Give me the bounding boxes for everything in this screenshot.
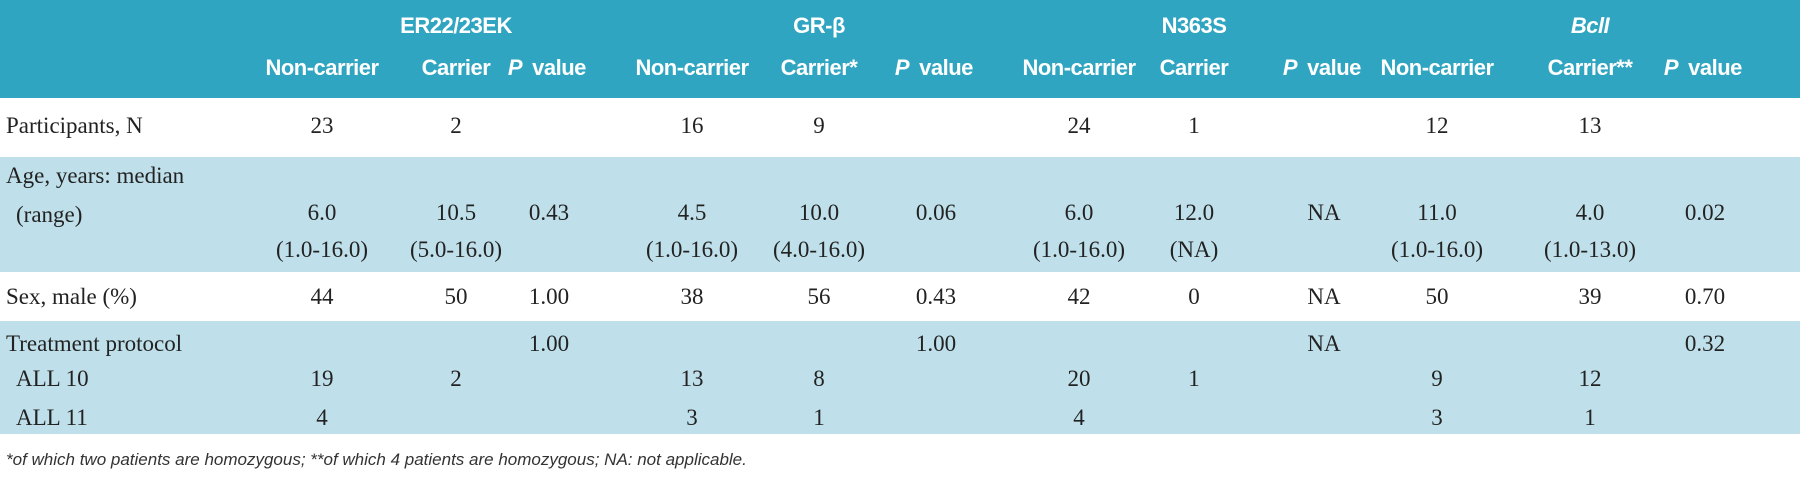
subheader: P <box>1282 55 1298 80</box>
cell: (NA) <box>1169 237 1219 262</box>
cell: 19 <box>310 366 334 391</box>
cell: 9 <box>1431 366 1443 391</box>
subheader: P <box>1663 55 1679 80</box>
cell: 1.00 <box>528 331 570 356</box>
cell: 0.02 <box>1684 200 1726 225</box>
cell: 3 <box>686 405 698 430</box>
subheader: Carrier** <box>1547 55 1633 80</box>
cell: 0.32 <box>1684 331 1726 356</box>
cell: 6.0 <box>307 200 337 225</box>
cell: 0 <box>1188 284 1200 309</box>
cell: (1.0-16.0) <box>276 237 368 262</box>
header-band <box>0 0 1800 98</box>
cell: 9 <box>813 113 825 138</box>
footnote: *of which two patients are homozygous; *… <box>6 450 747 469</box>
subheader: Non-carrier <box>265 55 379 80</box>
cell: (1.0-13.0) <box>1544 237 1636 262</box>
cell: 11.0 <box>1417 200 1457 225</box>
cell: 44 <box>310 284 334 309</box>
cell: 4 <box>1073 405 1085 430</box>
cell: 4.5 <box>677 200 707 225</box>
row-label: Participants, N <box>6 113 143 138</box>
cell: 1 <box>1584 405 1596 430</box>
cell: 42 <box>1067 284 1091 309</box>
cell: NA <box>1307 331 1341 356</box>
group-header: GR-β <box>793 13 845 38</box>
row-label: ALL 11 <box>16 405 88 430</box>
row-band <box>0 157 1800 272</box>
row-label: ALL 10 <box>16 366 89 391</box>
subheader: value <box>1307 55 1361 80</box>
cell: 1 <box>1188 113 1200 138</box>
row-label: (range) <box>16 202 83 227</box>
subheader: Carrier* <box>780 55 858 80</box>
cell: (1.0-16.0) <box>1391 237 1483 262</box>
cell: 23 <box>310 113 334 138</box>
cell: 50 <box>1425 284 1449 309</box>
row-label: Treatment protocol <box>6 331 183 356</box>
cell: 12 <box>1578 366 1602 391</box>
cell: 16 <box>680 113 704 138</box>
cell: 1 <box>1188 366 1200 391</box>
subheader: Carrier <box>1159 55 1229 80</box>
cell: 39 <box>1578 284 1602 309</box>
cell: 13 <box>680 366 704 391</box>
subheader: Carrier <box>421 55 491 80</box>
cell: 8 <box>813 366 825 391</box>
cell: NA <box>1307 200 1341 225</box>
subheader: P <box>894 55 910 80</box>
cell: 12.0 <box>1173 200 1215 225</box>
cell: 6.0 <box>1064 200 1094 225</box>
subheader: P <box>507 55 523 80</box>
cell: 12 <box>1425 113 1449 138</box>
cell: NA <box>1307 284 1341 309</box>
row-label: Sex, male (%) <box>6 284 137 309</box>
cell: (1.0-16.0) <box>646 237 738 262</box>
cell: 0.06 <box>915 200 957 225</box>
cell: 1 <box>813 405 825 430</box>
cell: 0.43 <box>915 284 957 309</box>
group-header: BclI <box>1570 13 1610 38</box>
cell: 10.0 <box>798 200 840 225</box>
subheader: value <box>1688 55 1742 80</box>
cell: 0.70 <box>1684 284 1726 309</box>
cell: (5.0-16.0) <box>410 237 502 262</box>
group-header: ER22/23EK <box>400 13 512 38</box>
cell: 3 <box>1431 405 1443 430</box>
subheader: value <box>532 55 586 80</box>
cell: (1.0-16.0) <box>1033 237 1125 262</box>
cell: 0.43 <box>528 200 570 225</box>
row-label: Age, years: median <box>6 163 185 188</box>
cell: 2 <box>450 366 462 391</box>
cell: 24 <box>1067 113 1091 138</box>
cell: 13 <box>1578 113 1602 138</box>
cell: 2 <box>450 113 462 138</box>
row-band <box>0 321 1800 434</box>
cell: 38 <box>680 284 704 309</box>
cell: 50 <box>444 284 468 309</box>
cell: 1.00 <box>528 284 570 309</box>
cell: 1.00 <box>915 331 957 356</box>
cell: 56 <box>807 284 831 309</box>
cell: 4 <box>316 405 328 430</box>
cell: 4.0 <box>1575 200 1605 225</box>
subheader: Non-carrier <box>635 55 749 80</box>
subheader: Non-carrier <box>1022 55 1136 80</box>
cell: 10.5 <box>435 200 477 225</box>
cell: (4.0-16.0) <box>773 237 865 262</box>
subheader: Non-carrier <box>1380 55 1494 80</box>
group-header: N363S <box>1161 13 1227 38</box>
cell: 20 <box>1067 366 1091 391</box>
subheader: value <box>919 55 973 80</box>
